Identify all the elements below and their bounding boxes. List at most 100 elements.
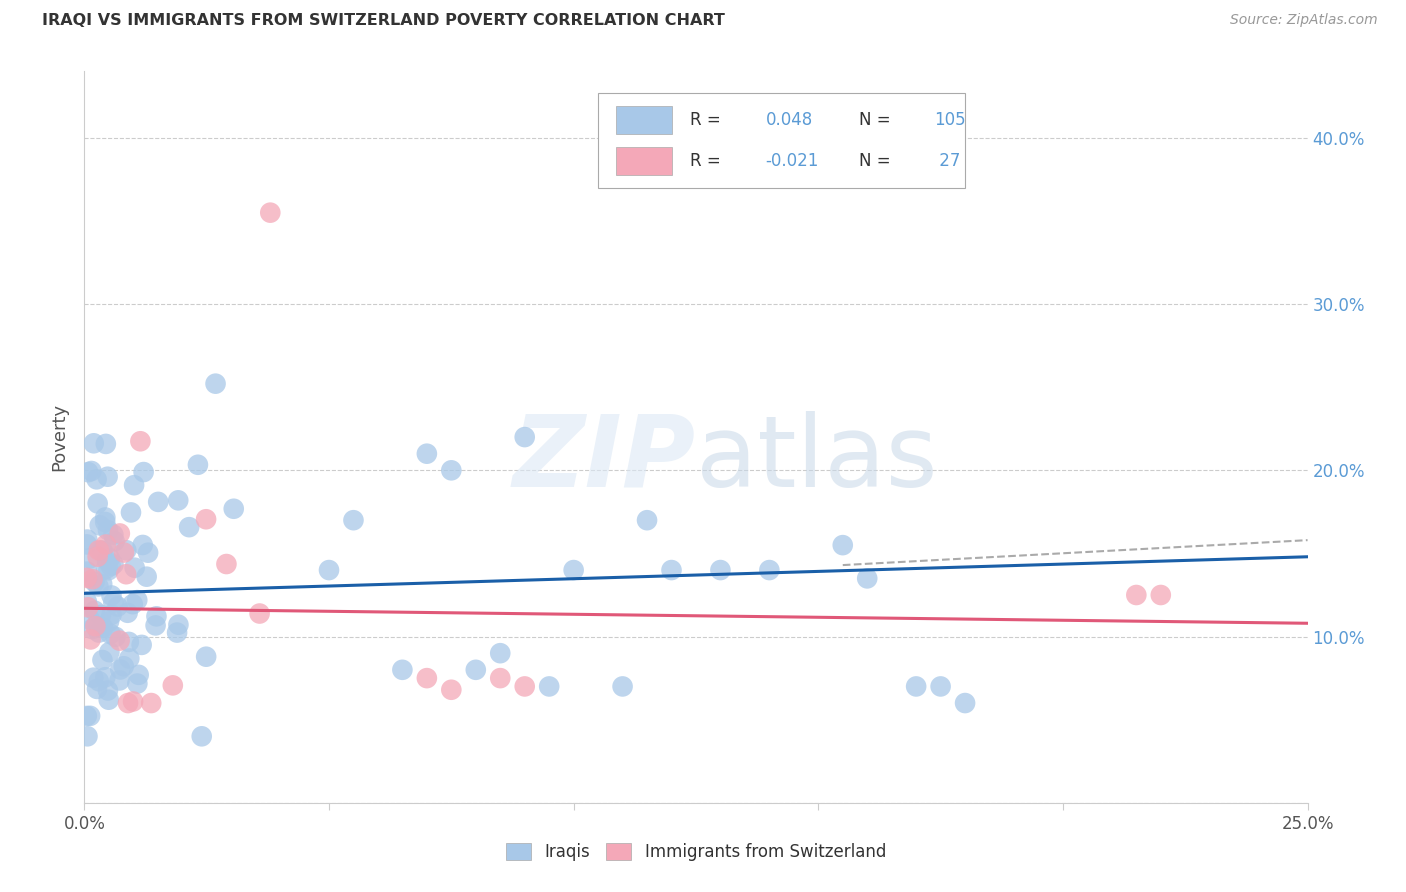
Point bbox=[342, 513, 364, 527]
Point bbox=[108, 633, 131, 648]
Point bbox=[103, 558, 125, 572]
Point bbox=[76, 537, 98, 551]
Text: R =: R = bbox=[690, 111, 725, 128]
Point bbox=[100, 589, 122, 603]
Point bbox=[464, 663, 486, 677]
Point bbox=[145, 609, 167, 624]
Text: 27: 27 bbox=[935, 153, 960, 170]
Point bbox=[97, 563, 120, 577]
Point bbox=[77, 600, 100, 615]
Point bbox=[108, 526, 131, 541]
Point bbox=[104, 534, 127, 549]
Point bbox=[91, 577, 114, 591]
Point bbox=[129, 434, 152, 449]
Point bbox=[190, 729, 212, 743]
Y-axis label: Poverty: Poverty bbox=[51, 403, 69, 471]
Point bbox=[98, 615, 121, 629]
Text: IRAQI VS IMMIGRANTS FROM SWITZERLAND POVERTY CORRELATION CHART: IRAQI VS IMMIGRANTS FROM SWITZERLAND POV… bbox=[42, 13, 725, 29]
Point bbox=[82, 671, 104, 685]
Point bbox=[132, 465, 155, 479]
Point bbox=[117, 606, 139, 620]
Point bbox=[195, 649, 218, 664]
Point bbox=[166, 625, 188, 640]
Point bbox=[87, 619, 110, 633]
Point bbox=[83, 604, 105, 618]
Text: 105: 105 bbox=[935, 111, 966, 128]
Text: 0.048: 0.048 bbox=[766, 111, 813, 128]
Point bbox=[76, 571, 98, 585]
Point bbox=[115, 543, 138, 558]
Point bbox=[127, 593, 149, 607]
Point bbox=[76, 709, 98, 723]
Point bbox=[82, 572, 104, 586]
Point bbox=[110, 663, 132, 677]
Point bbox=[513, 680, 536, 694]
Point bbox=[87, 579, 110, 593]
Point bbox=[87, 674, 110, 689]
Point bbox=[128, 668, 150, 682]
Point bbox=[120, 505, 142, 519]
Point bbox=[122, 694, 145, 708]
Point bbox=[103, 527, 125, 541]
Point bbox=[86, 472, 108, 486]
Point bbox=[179, 520, 201, 534]
Point bbox=[135, 570, 157, 584]
Point bbox=[94, 437, 117, 451]
Point bbox=[76, 533, 98, 547]
Point bbox=[117, 696, 139, 710]
Point bbox=[489, 671, 512, 685]
Point bbox=[162, 678, 184, 692]
Point bbox=[204, 376, 226, 391]
Point bbox=[167, 617, 190, 632]
Point bbox=[249, 607, 271, 621]
Point bbox=[440, 463, 463, 477]
Point bbox=[538, 680, 561, 694]
Text: -0.021: -0.021 bbox=[766, 153, 820, 170]
Point bbox=[76, 729, 98, 743]
Point bbox=[82, 622, 104, 636]
Point bbox=[94, 670, 117, 684]
Point bbox=[83, 436, 105, 450]
Point bbox=[100, 627, 122, 641]
Point bbox=[416, 671, 439, 685]
Point bbox=[831, 538, 853, 552]
Point bbox=[104, 630, 127, 644]
Point bbox=[562, 563, 585, 577]
Point bbox=[107, 599, 129, 614]
Point bbox=[86, 549, 108, 564]
Point bbox=[118, 635, 141, 649]
Point bbox=[94, 510, 117, 524]
Point bbox=[90, 543, 112, 558]
Point bbox=[416, 447, 439, 461]
Text: R =: R = bbox=[690, 153, 725, 170]
Point bbox=[84, 619, 107, 633]
FancyBboxPatch shape bbox=[616, 106, 672, 134]
Point bbox=[612, 680, 634, 694]
Point bbox=[167, 493, 190, 508]
Point bbox=[96, 553, 118, 567]
Point bbox=[127, 676, 149, 690]
Point bbox=[86, 496, 108, 510]
Point bbox=[391, 663, 413, 677]
Point bbox=[103, 596, 125, 610]
Point bbox=[758, 563, 780, 577]
Point bbox=[98, 551, 121, 566]
FancyBboxPatch shape bbox=[616, 147, 672, 175]
Point bbox=[87, 543, 110, 558]
Point bbox=[89, 518, 111, 533]
Text: Source: ZipAtlas.com: Source: ZipAtlas.com bbox=[1230, 13, 1378, 28]
Point bbox=[79, 709, 101, 723]
Point bbox=[136, 546, 159, 560]
Point bbox=[97, 469, 120, 483]
Point bbox=[489, 646, 512, 660]
Point bbox=[318, 563, 340, 577]
Point bbox=[79, 612, 101, 626]
Point bbox=[222, 501, 245, 516]
Point bbox=[91, 653, 114, 667]
Point bbox=[440, 682, 463, 697]
Point bbox=[661, 563, 683, 577]
Point bbox=[259, 205, 281, 219]
Point bbox=[94, 515, 117, 529]
Point bbox=[124, 560, 146, 574]
Point bbox=[929, 680, 952, 694]
